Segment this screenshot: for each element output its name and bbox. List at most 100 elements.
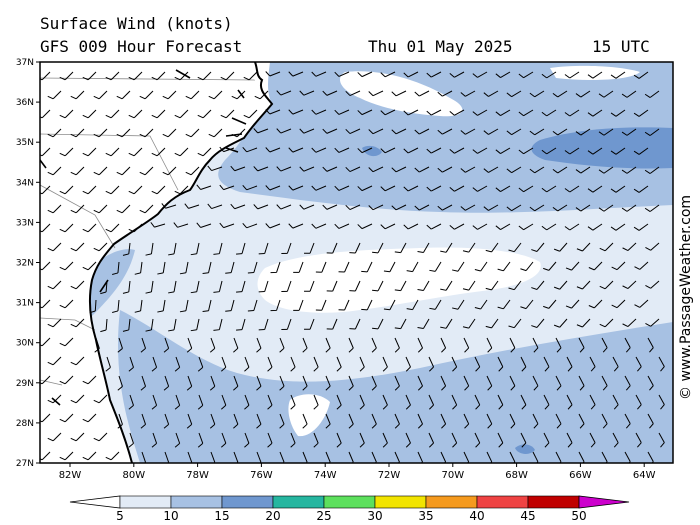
wind-barb xyxy=(359,432,365,448)
wind-barb xyxy=(635,394,642,410)
credit-text: © www.PassageWeather.com xyxy=(678,194,694,400)
wind-barb xyxy=(566,356,573,372)
wind-barb xyxy=(93,166,108,176)
wind-barb xyxy=(140,413,147,429)
wind-barb xyxy=(128,109,143,119)
wind-barb xyxy=(82,451,97,461)
wind-barb xyxy=(151,71,166,81)
wind-barb xyxy=(403,185,419,192)
wind-barb xyxy=(429,299,442,310)
wind-barb xyxy=(304,318,315,330)
wind-barb xyxy=(233,375,239,391)
wind-barb xyxy=(564,109,580,117)
wind-barb xyxy=(94,337,100,353)
wind-barb xyxy=(555,413,562,429)
wind-barb xyxy=(290,356,296,372)
wind-barb xyxy=(403,71,419,78)
wind-barb xyxy=(553,242,568,252)
wind-barb xyxy=(486,375,493,391)
wind-barb xyxy=(598,166,614,174)
wind-barb xyxy=(472,109,488,116)
wind-barb xyxy=(256,413,262,429)
wind-barb xyxy=(174,147,189,157)
wind-barb xyxy=(449,109,465,116)
wind-barb xyxy=(59,71,74,81)
wind-barb xyxy=(231,128,246,138)
wind-barb xyxy=(564,185,580,193)
longitude-label: 72W xyxy=(378,470,401,481)
wind-barb xyxy=(209,337,216,353)
wind-barb xyxy=(414,166,430,173)
wind-barb xyxy=(47,280,62,290)
wind-barb xyxy=(406,261,419,273)
wind-barb xyxy=(599,280,614,290)
wind-barb xyxy=(258,242,269,255)
latitude-label: 35N xyxy=(16,138,34,148)
colorbar-segment xyxy=(119,495,172,509)
wind-barb xyxy=(644,90,660,98)
wind-barb xyxy=(495,147,511,154)
wind-barb xyxy=(578,413,585,429)
latitude-label: 33N xyxy=(16,218,34,228)
wind-barb xyxy=(304,242,315,254)
wind-barb xyxy=(244,394,250,410)
wind-barb xyxy=(349,280,361,292)
wind-barb xyxy=(647,375,654,391)
wind-barb xyxy=(552,128,568,136)
wind-barb xyxy=(543,261,557,271)
wind-barb xyxy=(382,356,388,372)
wind-barb xyxy=(179,299,189,313)
wind-barb xyxy=(621,166,637,174)
wind-barb xyxy=(209,413,216,429)
wind-barb xyxy=(288,223,304,229)
wind-barb xyxy=(485,280,499,291)
wind-barb xyxy=(598,90,614,98)
wind-barb xyxy=(105,356,111,372)
wind-barb xyxy=(326,242,338,254)
wind-barb xyxy=(40,71,51,81)
wind-barb xyxy=(190,318,200,332)
wind-barb xyxy=(93,242,108,252)
wind-barb xyxy=(279,375,285,391)
wind-barb xyxy=(483,90,499,97)
wind-barb xyxy=(112,299,120,314)
wind-barb xyxy=(220,109,235,119)
wind-barb xyxy=(173,222,189,228)
wind-barb xyxy=(633,71,649,79)
wind-barb xyxy=(185,90,200,100)
wind-barb xyxy=(497,261,511,272)
wind-barb xyxy=(566,394,573,410)
wind-barb xyxy=(59,185,74,195)
wind-barb xyxy=(553,280,568,290)
wind-barb xyxy=(564,147,580,155)
wind-barb xyxy=(403,147,419,154)
wind-barb xyxy=(598,128,614,136)
wind-barb xyxy=(336,432,342,448)
longitude-label: 78W xyxy=(186,470,209,481)
wind-barb xyxy=(428,432,435,448)
wind-barb xyxy=(174,71,189,81)
wind-barb xyxy=(325,375,331,391)
wind-barb xyxy=(612,432,619,448)
wind-barb xyxy=(187,451,193,463)
latitude-label: 34N xyxy=(16,178,34,188)
colorbar-high-end xyxy=(578,495,630,509)
wind-barb xyxy=(213,242,223,255)
wind-barb xyxy=(529,128,545,136)
wind-barb xyxy=(163,375,170,391)
wind-barb xyxy=(290,394,296,410)
wind-barb xyxy=(463,337,470,353)
wind-barb xyxy=(185,166,200,176)
wind-barb xyxy=(564,223,580,231)
wind-barb xyxy=(40,147,51,157)
wind-barb xyxy=(495,71,511,78)
wind-barb xyxy=(472,147,488,154)
wind-barb xyxy=(82,185,97,195)
wind-barb xyxy=(299,166,315,172)
wind-barb xyxy=(288,109,304,115)
wind-barb xyxy=(497,356,504,372)
colorbar-segment xyxy=(527,495,580,509)
wind-barb xyxy=(391,90,407,97)
wind-barb xyxy=(145,280,154,294)
latitude-label: 30N xyxy=(16,339,34,349)
